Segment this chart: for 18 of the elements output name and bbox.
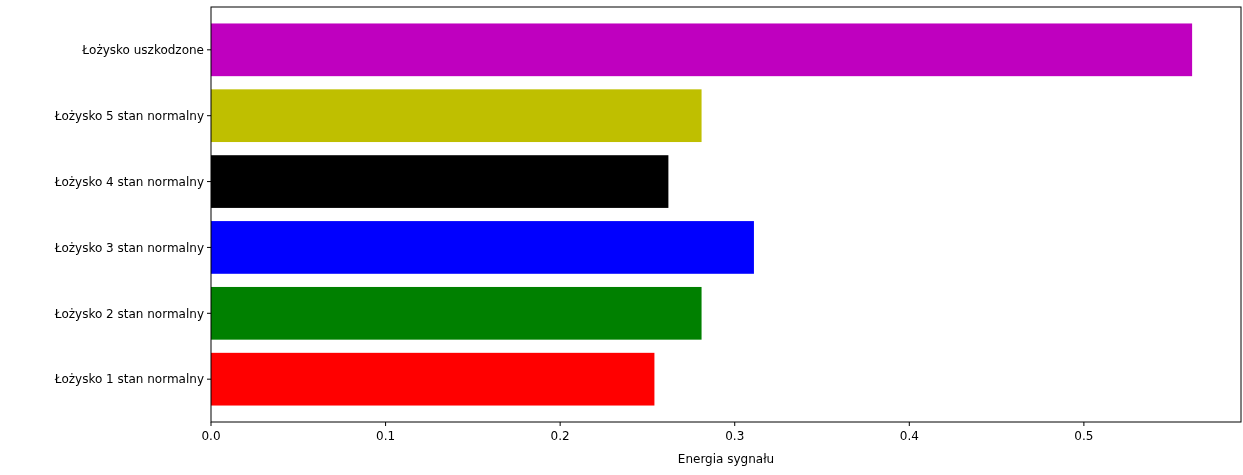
x-tick-label: 0.4: [899, 429, 919, 443]
y-tick-label: Łożysko 4 stan normalny: [53, 174, 204, 189]
y-tick-label: Łożysko 2 stan normalny: [53, 306, 204, 321]
y-tick-label: Łożysko uszkodzone: [81, 43, 204, 58]
x-tick-label: 0.2: [550, 429, 570, 443]
bar: [211, 221, 754, 274]
x-axis-title: Energia sygnału: [677, 452, 775, 466]
bar: [211, 89, 702, 143]
x-tick-label: 0.5: [1074, 429, 1094, 443]
bar: [211, 352, 655, 406]
x-tick-label: 0.1: [376, 429, 396, 443]
bar: [211, 286, 702, 340]
y-tick-label: Łożysko 1 stan normalny: [53, 372, 204, 387]
y-tick-label: Łożysko 3 stan normalny: [53, 240, 204, 255]
x-tick-label: 0.3: [725, 429, 745, 443]
y-tick-label: Łożysko 5 stan normalny: [53, 108, 204, 123]
x-tick-label: 0.0: [201, 429, 221, 443]
bar: [211, 23, 1193, 77]
